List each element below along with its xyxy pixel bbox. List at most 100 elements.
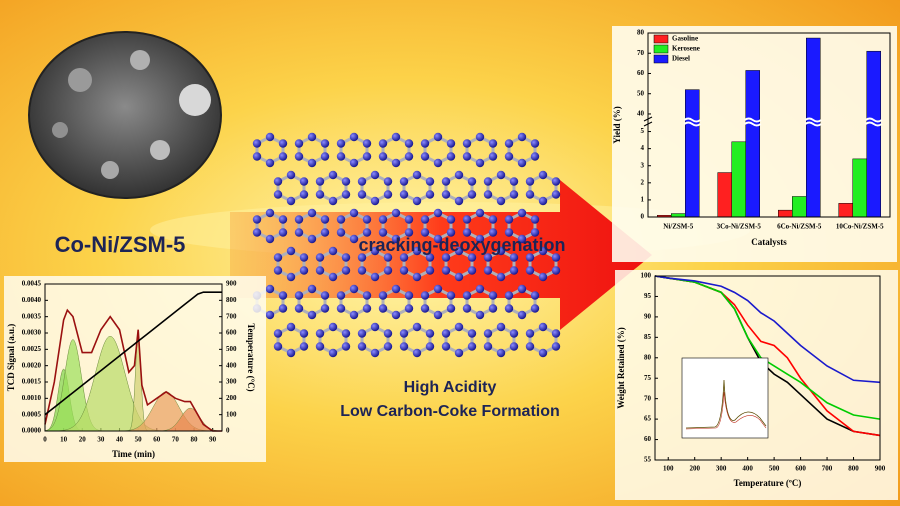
atom — [286, 170, 296, 180]
atom — [315, 266, 325, 275]
atom — [349, 132, 359, 142]
bar — [852, 158, 867, 218]
atom — [315, 329, 325, 338]
atom — [328, 348, 338, 358]
atom — [370, 170, 380, 180]
atom — [341, 177, 351, 186]
atom — [525, 329, 535, 338]
atom — [488, 228, 498, 237]
atom — [357, 253, 367, 262]
y-tick-label: 0.0000 — [22, 427, 42, 435]
x-tick-label: 70 — [172, 436, 180, 444]
plot-frame — [654, 275, 881, 461]
y-tick-label: 3 — [641, 161, 645, 169]
x-tick-label: 90 — [209, 436, 217, 444]
x-axis-label: Catalysts — [751, 237, 787, 247]
y-tick-label: 0.0005 — [22, 410, 42, 418]
atom — [509, 266, 519, 275]
atom — [294, 228, 304, 237]
atom — [504, 291, 514, 300]
atom — [538, 272, 548, 282]
atom — [370, 272, 380, 282]
atom — [420, 215, 430, 224]
atom — [441, 342, 451, 351]
atom — [530, 291, 540, 300]
atom — [273, 342, 283, 351]
atom — [462, 139, 472, 148]
atom — [504, 139, 514, 148]
process-label: cracking-deoxygenation — [358, 235, 565, 255]
atom — [475, 284, 485, 294]
atom — [433, 132, 443, 142]
x-tick-label: 6Co-Ni/ZSM-5 — [777, 223, 822, 231]
atom — [551, 190, 561, 199]
atom — [336, 139, 346, 148]
atom — [341, 329, 351, 338]
atom — [341, 266, 351, 275]
atom — [517, 132, 527, 142]
atom — [475, 208, 485, 218]
atom — [509, 177, 519, 186]
y-tick-label: 5 — [641, 127, 645, 135]
atom — [307, 158, 317, 168]
highlight: High Acidity — [404, 379, 497, 396]
y-tick-label: 0.0040 — [22, 296, 42, 304]
atom — [404, 215, 414, 224]
atom — [496, 170, 506, 180]
plot-frame — [44, 283, 223, 432]
x-tick-label: 500 — [769, 465, 780, 473]
y-tick-label: 0 — [641, 213, 645, 221]
data-line — [654, 275, 881, 384]
bar — [671, 213, 686, 218]
atom — [404, 228, 414, 237]
atom — [446, 152, 456, 161]
y-tick-label: 0.0030 — [22, 329, 42, 337]
bar — [806, 37, 821, 218]
atom — [391, 132, 401, 142]
atom — [378, 215, 388, 224]
atom — [336, 215, 346, 224]
legend-swatch — [653, 34, 669, 44]
atom — [441, 329, 451, 338]
atom — [530, 215, 540, 224]
atom — [467, 329, 477, 338]
y-axis-label: Yield (%) — [612, 106, 622, 143]
atom — [265, 234, 275, 244]
atom — [357, 266, 367, 275]
atom — [517, 284, 527, 294]
axis-break-mark — [744, 117, 762, 127]
y-tick-label: 1 — [641, 196, 645, 204]
atom — [517, 208, 527, 218]
atom — [496, 246, 506, 256]
x-tick-label: 400 — [742, 465, 753, 473]
atom — [504, 304, 514, 313]
atom — [488, 291, 498, 300]
atom — [433, 234, 443, 244]
atom — [383, 266, 393, 275]
atom — [446, 304, 456, 313]
atom — [349, 284, 359, 294]
atom — [467, 190, 477, 199]
atom — [307, 310, 317, 320]
y2-axis-label: Temperature (°C) — [246, 323, 256, 391]
inset-curve — [685, 379, 767, 429]
atom — [441, 266, 451, 275]
atom — [362, 228, 372, 237]
y-tick-label: 50 — [637, 89, 645, 97]
atom — [294, 139, 304, 148]
y-tick-label: 0.0020 — [22, 361, 42, 369]
atom — [357, 177, 367, 186]
atom — [362, 304, 372, 313]
atom — [404, 291, 414, 300]
x-tick-label: 800 — [848, 465, 859, 473]
atom — [483, 329, 493, 338]
atom — [370, 196, 380, 206]
atom — [404, 152, 414, 161]
y-axis-label: Weight Retained (%) — [616, 327, 626, 409]
atom — [315, 177, 325, 186]
atom — [488, 152, 498, 161]
material-label: Co-Ni/ZSM-5 — [55, 232, 186, 257]
atom — [404, 139, 414, 148]
atom — [294, 304, 304, 313]
atom — [265, 284, 275, 294]
